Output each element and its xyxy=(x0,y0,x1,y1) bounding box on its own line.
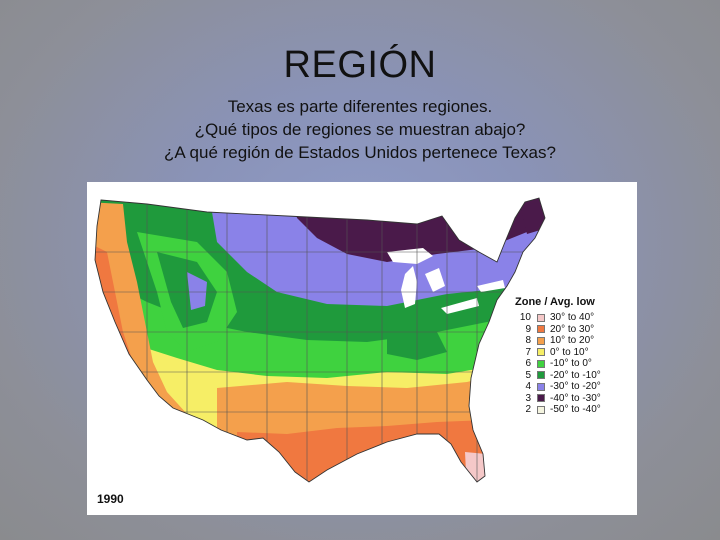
legend-swatch xyxy=(537,336,545,345)
hardiness-zone-map: Zone / Avg. low 10 30° to 40° 9 20° to 30° 8… xyxy=(87,182,637,515)
legend-swatch xyxy=(537,359,545,368)
legend-range: -20° to -10° xyxy=(550,369,601,381)
map-year-label: 1990 xyxy=(97,492,124,506)
legend-zone-number: 4 xyxy=(525,381,531,393)
legend-swatch xyxy=(537,394,545,403)
body-line-2: ¿Qué tipos de regiones se muestran abajo… xyxy=(194,120,526,139)
legend-row: 7 0° to 10° xyxy=(515,347,627,359)
map-legend: Zone / Avg. low 10 30° to 40° 9 20° to 30° 8… xyxy=(515,296,627,416)
us-map-graphic xyxy=(94,197,546,483)
legend-rows: 10 30° to 40° 9 20° to 30° 8 10° to 20° 7 0° to… xyxy=(515,312,627,416)
legend-row: 3 -40° to -30° xyxy=(515,393,627,405)
legend-zone-number: 2 xyxy=(525,404,531,416)
body-line-3: ¿A qué región de Estados Unidos pertenec… xyxy=(164,143,556,162)
state-borders xyxy=(95,198,545,482)
legend-row: 9 20° to 30° xyxy=(515,324,627,336)
legend-row: 2 -50° to -40° xyxy=(515,404,627,416)
legend-swatch xyxy=(537,382,545,391)
legend-range: -50° to -40° xyxy=(550,404,601,416)
legend-header: Zone / Avg. low xyxy=(515,296,595,308)
legend-range: -40° to -30° xyxy=(550,392,601,404)
us-outline xyxy=(94,197,546,483)
slide-body: Texas es parte diferentes regiones. ¿Qué… xyxy=(0,95,720,164)
legend-swatch xyxy=(537,313,545,322)
legend-row: 8 10° to 20° xyxy=(515,335,627,347)
legend-range: 10° to 20° xyxy=(550,335,595,347)
legend-zone-number: 3 xyxy=(525,392,531,404)
legend-zone-number: 6 xyxy=(525,358,531,370)
slide-title: REGIÓN xyxy=(283,44,437,86)
legend-swatch xyxy=(537,371,545,380)
legend-row: 10 30° to 40° xyxy=(515,312,627,324)
legend-range: 20° to 30° xyxy=(550,323,595,335)
legend-row: 4 -30° to -20° xyxy=(515,381,627,393)
legend-range: -30° to -20° xyxy=(550,381,601,393)
legend-swatch xyxy=(537,348,545,357)
legend-zone-number: 9 xyxy=(525,323,531,335)
legend-row: 6 -10° to 0° xyxy=(515,358,627,370)
legend-zone-number: 5 xyxy=(525,369,531,381)
legend-swatch xyxy=(537,405,545,414)
body-line-1: Texas es parte diferentes regiones. xyxy=(227,97,493,116)
legend-zone-number: 10 xyxy=(519,312,531,324)
legend-zone-number: 7 xyxy=(525,346,531,358)
legend-swatch xyxy=(537,325,545,334)
legend-range: 0° to 10° xyxy=(550,346,589,358)
legend-row: 5 -20° to -10° xyxy=(515,370,627,382)
legend-range: -10° to 0° xyxy=(550,358,592,370)
legend-range: 30° to 40° xyxy=(550,312,595,324)
legend-zone-number: 8 xyxy=(525,335,531,347)
